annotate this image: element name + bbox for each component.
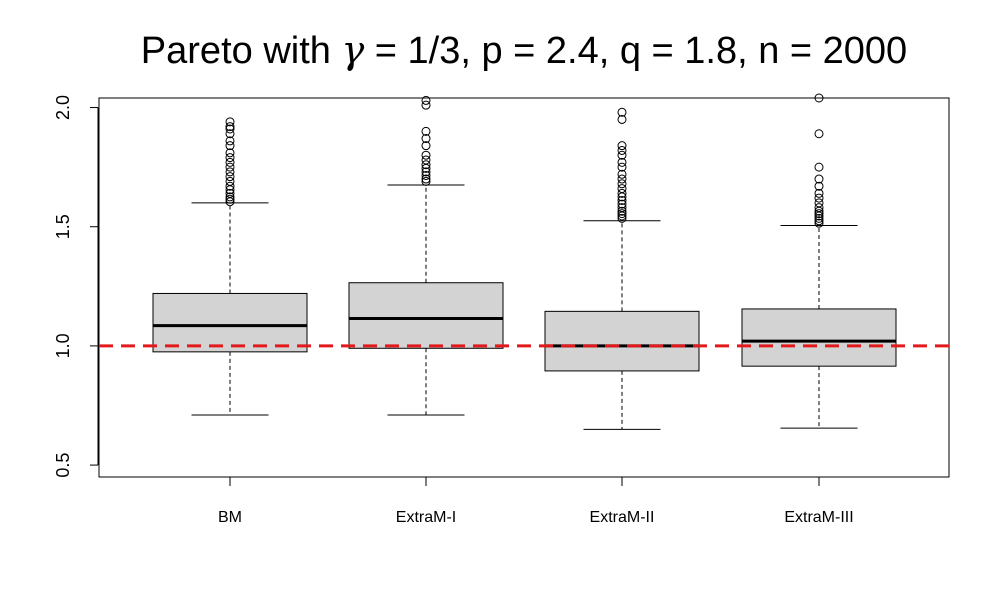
title-num: 1 — [407, 30, 428, 72]
outlier-point — [421, 176, 431, 186]
box-body — [741, 308, 897, 367]
x-category-label: ExtraM-I — [396, 509, 456, 526]
outlier-point — [421, 95, 431, 105]
outlier-point — [814, 129, 824, 139]
title-suffix: , p = 2.4, q = 1.8, n = 2000 — [460, 30, 907, 72]
outlier-point — [617, 188, 627, 198]
outlier-point — [617, 184, 627, 194]
x-category-label: BM — [218, 509, 242, 526]
outlier-point — [421, 126, 431, 136]
plot-area: 0.5 1.0 1.5 2.0 BM ExtraM-I ExtraM-II ExtraM-II… — [53, 93, 950, 526]
outlier-point — [617, 206, 627, 216]
x-category-label: ExtraM-II — [590, 509, 655, 526]
outlier-point — [814, 193, 824, 203]
outlier-point — [814, 181, 824, 191]
outlier-point — [617, 203, 627, 213]
box-body — [544, 310, 700, 372]
outlier-point — [617, 199, 627, 209]
outlier-point — [225, 117, 235, 127]
outlier-point — [225, 188, 235, 198]
y-tick-label: 1.0 — [53, 333, 73, 358]
outlier-point — [617, 209, 627, 219]
outlier-point — [225, 176, 235, 186]
outlier-point — [421, 141, 431, 151]
outlier-point — [225, 148, 235, 158]
outlier-point — [421, 170, 431, 180]
outlier-point — [225, 124, 235, 134]
outlier-point — [225, 141, 235, 151]
outlier-point — [617, 213, 627, 223]
outlier-point — [814, 162, 824, 172]
outlier-point — [225, 136, 235, 146]
outlier-point — [814, 174, 824, 184]
outlier-point — [225, 162, 235, 172]
outlier-point — [814, 188, 824, 198]
x-category-label: ExtraM-III — [784, 509, 853, 526]
outlier-point — [814, 218, 824, 228]
y-tick-label: 0.5 — [53, 453, 73, 478]
outlier-point — [225, 172, 235, 182]
outlier-point — [225, 194, 235, 204]
outlier-point — [814, 203, 824, 213]
outlier-point — [225, 181, 235, 191]
outlier-point — [225, 192, 235, 202]
outlier-point — [617, 174, 627, 184]
title-gamma: γ — [341, 28, 364, 72]
outlier-point — [421, 160, 431, 170]
outlier-point — [421, 155, 431, 165]
outlier-point — [421, 150, 431, 160]
title-slash: / — [429, 30, 440, 72]
outlier-point — [617, 145, 627, 155]
y-tick-label: 1.5 — [53, 214, 73, 239]
outlier-point — [617, 141, 627, 151]
outlier-point — [617, 114, 627, 124]
outlier-point — [617, 157, 627, 167]
outlier-point — [225, 129, 235, 139]
y-tick-label: 2.0 — [53, 95, 73, 120]
box-body — [152, 292, 308, 353]
outlier-point — [814, 213, 824, 223]
outlier-point — [617, 150, 627, 160]
outlier-point — [814, 209, 824, 219]
outlier-point — [617, 162, 627, 172]
outlier-point — [814, 216, 824, 226]
title-prefix: Pareto with — [141, 30, 342, 72]
outlier-point — [421, 167, 431, 177]
title-den: 3 — [439, 30, 460, 72]
outlier-point — [421, 134, 431, 144]
outlier-point — [617, 169, 627, 179]
outlier-point — [421, 174, 431, 184]
outlier-point — [225, 157, 235, 167]
chart-title: Pareto with γ = 1/3, p = 2.4, q = 1.8, n… — [141, 28, 907, 72]
box-body — [348, 282, 504, 349]
outlier-point — [421, 100, 431, 110]
outlier-point — [225, 122, 235, 132]
outlier-point — [814, 93, 824, 103]
outlier-point — [814, 198, 824, 208]
outlier-point — [617, 195, 627, 205]
outlier-point — [225, 167, 235, 177]
outlier-point — [225, 153, 235, 163]
outlier-point — [617, 179, 627, 189]
title-eq: = — [364, 30, 407, 72]
outlier-point — [617, 107, 627, 117]
